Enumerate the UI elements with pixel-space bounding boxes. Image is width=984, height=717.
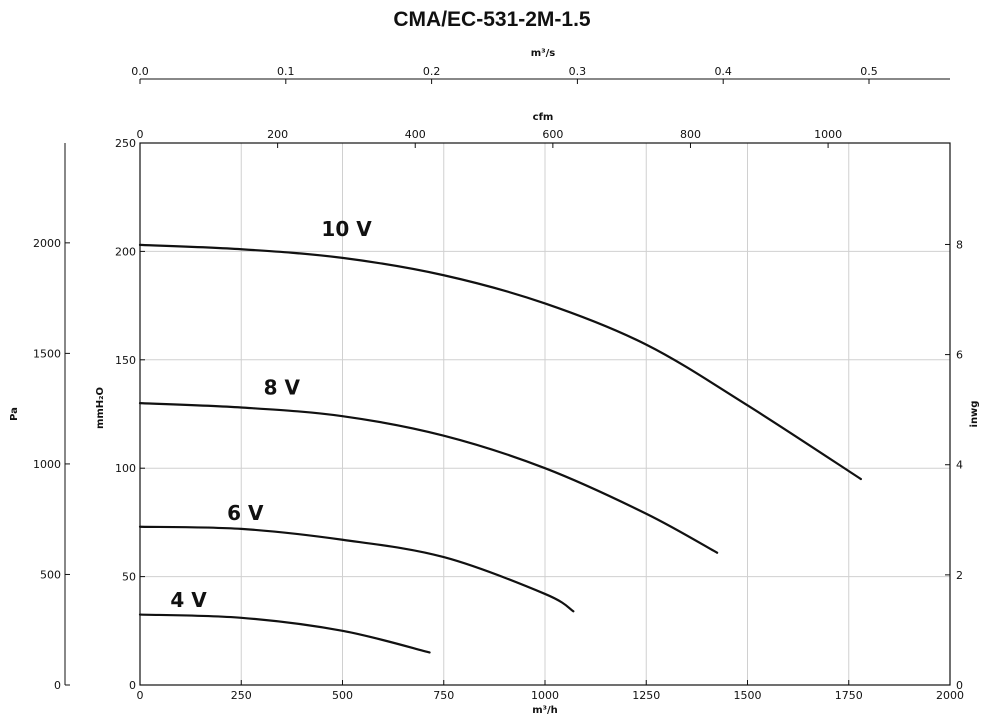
pa-tick-label: 2000 [33, 237, 61, 250]
pa-tick-label: 1000 [33, 458, 61, 471]
x-tick-label: 1750 [835, 689, 863, 702]
inwg-tick-label: 8 [956, 238, 963, 251]
inwg-tick-label: 0 [956, 679, 963, 692]
pa-tick-label: 500 [40, 568, 61, 581]
m3s-tick-label: 0.4 [714, 65, 732, 78]
y-tick-label: 100 [115, 462, 136, 475]
m3s-tick-label: 0.0 [131, 65, 149, 78]
x-tick-label: 750 [433, 689, 454, 702]
inwg-tick-label: 6 [956, 349, 963, 362]
cfm-tick-label: 400 [405, 128, 426, 141]
m3s-tick-label: 0.1 [277, 65, 295, 78]
curve-labels: 10 V 8 V 6 V 4 V [170, 217, 372, 612]
x-tick-label: 2000 [936, 689, 964, 702]
cfm-tick-label: 200 [267, 128, 288, 141]
m3s-tick-label: 0.3 [569, 65, 587, 78]
chart-title: CMA/EC-531-2M-1.5 [393, 8, 591, 31]
y-tick-label: 50 [122, 571, 136, 584]
y-axis-label: mmH₂O [95, 387, 106, 429]
curve-label-4v: 4 V [170, 588, 207, 612]
pa-axis-label: Pa [9, 407, 20, 421]
m3s-axis-label: m³/s [531, 48, 555, 59]
x-tick-label: 250 [231, 689, 252, 702]
series-line-8v [138, 402, 719, 554]
x-tick-label: 1250 [632, 689, 660, 702]
series-line-4v [138, 613, 431, 654]
y-tick-label: 150 [115, 354, 136, 367]
series-line-10v [138, 243, 862, 481]
inwg-tick-label: 4 [956, 459, 963, 472]
x-tick-label: 0 [137, 689, 144, 702]
cfm-tick-label: 800 [680, 128, 701, 141]
x-axis-label: m³/h [532, 705, 558, 716]
cfm-tick-label: 600 [542, 128, 563, 141]
pa-tick-label: 1500 [33, 347, 61, 360]
x-tick-label: 1000 [531, 689, 559, 702]
inwg-tick-label: 2 [956, 569, 963, 582]
curve-label-6v: 6 V [227, 501, 264, 525]
y-tick-label: 250 [115, 137, 136, 150]
x-tick-label: 500 [332, 689, 353, 702]
cfm-tick-label: 0 [137, 128, 144, 141]
cfm-axis-label: cfm [533, 112, 554, 123]
grid [140, 143, 950, 685]
curve-label-10v: 10 V [321, 217, 372, 241]
m3s-tick-label: 0.5 [860, 65, 878, 78]
pa-tick-label: 0 [54, 679, 61, 692]
series-lines [138, 243, 862, 654]
inwg-axis-label: inwg [969, 401, 980, 428]
y-tick-label: 200 [115, 245, 136, 258]
axes: 0 250 500 750 1000 1250 1500 1750 2000m³/h050100… [9, 48, 980, 716]
curve-label-8v: 8 V [264, 375, 301, 399]
m3s-tick-label: 0.2 [423, 65, 441, 78]
series-line-6v [138, 525, 575, 613]
y-tick-label: 0 [129, 679, 136, 692]
x-tick-label: 1500 [734, 689, 762, 702]
cfm-tick-label: 1000 [814, 128, 842, 141]
